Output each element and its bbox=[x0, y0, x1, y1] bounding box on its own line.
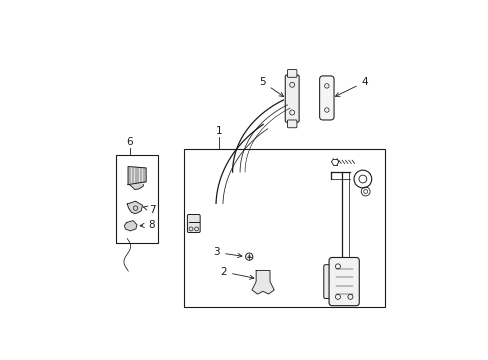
Polygon shape bbox=[127, 201, 142, 214]
Text: 6: 6 bbox=[126, 137, 133, 147]
Text: 7: 7 bbox=[143, 204, 156, 215]
FancyBboxPatch shape bbox=[285, 75, 299, 122]
FancyBboxPatch shape bbox=[319, 76, 333, 120]
FancyBboxPatch shape bbox=[187, 215, 200, 233]
Bar bbox=[183, 149, 384, 307]
FancyBboxPatch shape bbox=[323, 265, 334, 298]
Text: 4: 4 bbox=[335, 77, 367, 96]
Text: 5: 5 bbox=[259, 77, 283, 96]
Text: 2: 2 bbox=[220, 267, 253, 279]
Polygon shape bbox=[128, 167, 146, 185]
FancyBboxPatch shape bbox=[287, 69, 296, 77]
Text: 1: 1 bbox=[215, 126, 222, 136]
Circle shape bbox=[247, 255, 250, 258]
FancyBboxPatch shape bbox=[287, 120, 296, 128]
Polygon shape bbox=[124, 221, 137, 231]
Text: 8: 8 bbox=[140, 220, 154, 230]
Polygon shape bbox=[251, 270, 274, 294]
FancyBboxPatch shape bbox=[328, 257, 359, 306]
Text: 3: 3 bbox=[213, 247, 242, 258]
Polygon shape bbox=[129, 185, 143, 190]
Bar bbox=[116, 156, 158, 243]
